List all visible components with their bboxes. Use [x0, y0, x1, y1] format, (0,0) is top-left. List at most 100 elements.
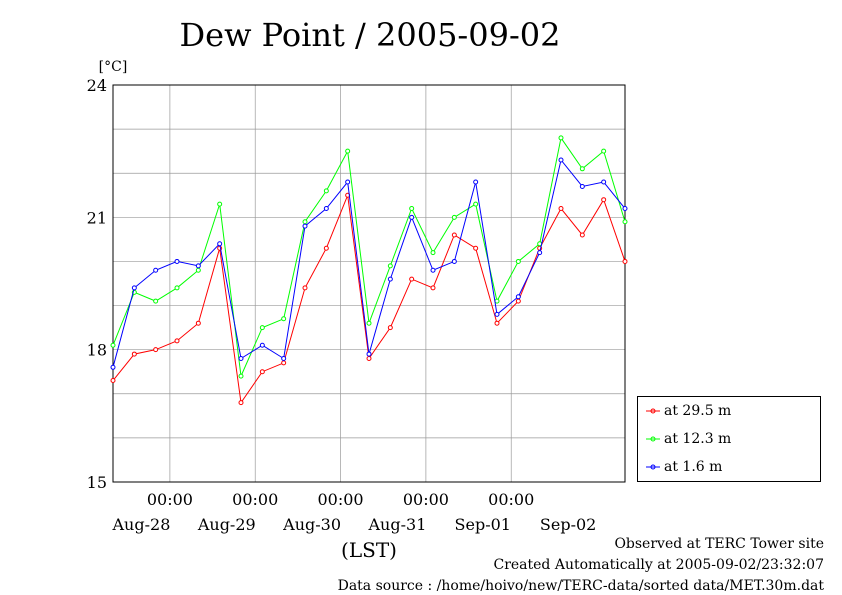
legend-label-12-3m: at 12.3 m [664, 431, 732, 447]
data-point [238, 400, 244, 406]
data-point [473, 245, 479, 251]
data-point [430, 285, 436, 291]
y-axis-tick-labels: 15 18 21 24 [87, 76, 107, 492]
x-date-tick-label: Aug-30 [282, 515, 341, 534]
legend-label-29-5m: at 29.5 m [664, 403, 732, 419]
legend-item-1-6m: at 1.6 m [646, 458, 722, 476]
data-point [579, 183, 585, 189]
data-point [494, 311, 500, 317]
data-point [430, 250, 436, 256]
data-point [174, 285, 180, 291]
data-point [259, 342, 265, 348]
legend-marker-29-5m [646, 408, 660, 414]
data-point [323, 206, 329, 212]
data-point [174, 338, 180, 344]
data-point [451, 258, 457, 264]
series-line [112, 136, 626, 378]
data-point [430, 267, 436, 273]
data-point [281, 360, 287, 366]
data-point [302, 219, 308, 225]
data-point [153, 267, 159, 273]
data-point [558, 206, 564, 212]
series-line [112, 193, 626, 404]
y-tick-label: 24 [87, 76, 107, 95]
data-point [387, 325, 393, 331]
data-point [622, 219, 628, 225]
legend-item-12-3m: at 12.3 m [646, 430, 731, 448]
data-point [622, 206, 628, 212]
x-date-tick-label: Aug-31 [368, 515, 427, 534]
data-point [558, 135, 564, 141]
data-point [153, 347, 159, 353]
data-point [110, 378, 116, 384]
y-tick-label: 21 [87, 208, 107, 227]
y-axis-unit-label: [°C] [99, 59, 128, 75]
x-time-tick-label: 00:00 [403, 490, 449, 509]
data-point [515, 294, 521, 300]
data-point [366, 351, 372, 357]
footer-observed-at: Observed at TERC Tower site [614, 536, 824, 552]
data-point [558, 157, 564, 163]
data-point [131, 285, 137, 291]
x-time-tick-label: 00:00 [488, 490, 534, 509]
legend-marker-1-6m [646, 464, 660, 470]
legend-item-29-5m: at 29.5 m [646, 402, 731, 420]
data-point [622, 258, 628, 264]
chart-title: Dew Point / 2005-09-02 [180, 16, 561, 54]
x-time-tick-label: 00:00 [318, 490, 364, 509]
data-point [238, 373, 244, 379]
x-date-tick-label: Sep-01 [455, 515, 511, 534]
x-date-tick-label: Aug-29 [197, 515, 256, 534]
data-point [366, 320, 372, 326]
data-point [195, 267, 201, 273]
data-point [451, 214, 457, 220]
data-point [110, 342, 116, 348]
legend: at 29.5 m at 12.3 m at 1.6 m [637, 396, 821, 482]
x-axis-label: (LST) [341, 538, 397, 562]
data-point [323, 245, 329, 251]
data-point [217, 241, 223, 247]
data-point [345, 148, 351, 154]
data-point [537, 250, 543, 256]
legend-label-1-6m: at 1.6 m [664, 459, 723, 475]
data-series [110, 135, 628, 406]
data-point [259, 325, 265, 331]
plot-frame [112, 84, 626, 483]
data-point [345, 179, 351, 185]
data-point [323, 188, 329, 194]
x-time-tick-label: 00:00 [147, 490, 193, 509]
data-point [515, 298, 521, 304]
grid-lines [113, 85, 625, 482]
data-point [409, 206, 415, 212]
series-at-29-5-m [110, 192, 628, 406]
data-point [302, 223, 308, 229]
data-point [579, 166, 585, 172]
data-point [174, 258, 180, 264]
series-at-1-6-m [110, 157, 628, 370]
series-at-12-3-m [110, 135, 628, 379]
data-point [451, 232, 457, 238]
data-point [238, 355, 244, 361]
data-point [131, 351, 137, 357]
data-point [259, 369, 265, 375]
data-point [366, 355, 372, 361]
footer-created-at: Created Automatically at 2005-09-02/23:3… [493, 557, 824, 573]
data-point [387, 276, 393, 282]
data-point [409, 276, 415, 282]
data-point [601, 179, 607, 185]
y-tick-label: 15 [87, 473, 107, 492]
data-point [387, 263, 393, 269]
data-point [409, 214, 415, 220]
data-point [473, 201, 479, 207]
y-tick-label: 18 [87, 341, 107, 360]
data-point [601, 197, 607, 203]
x-date-tick-label: Sep-02 [540, 515, 596, 534]
data-point [579, 232, 585, 238]
data-point [601, 148, 607, 154]
data-point [110, 364, 116, 370]
data-point [302, 285, 308, 291]
data-point [153, 298, 159, 304]
data-point [281, 316, 287, 322]
data-point [473, 179, 479, 185]
